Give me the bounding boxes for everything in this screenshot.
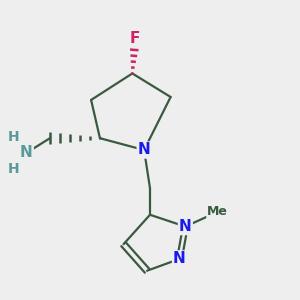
Text: H: H — [7, 130, 19, 144]
Text: N: N — [20, 146, 33, 160]
Text: N: N — [173, 251, 186, 266]
Text: Me: Me — [207, 205, 228, 218]
Text: F: F — [130, 31, 140, 46]
Text: H: H — [7, 162, 19, 176]
Text: N: N — [138, 142, 151, 158]
Text: N: N — [179, 219, 192, 234]
